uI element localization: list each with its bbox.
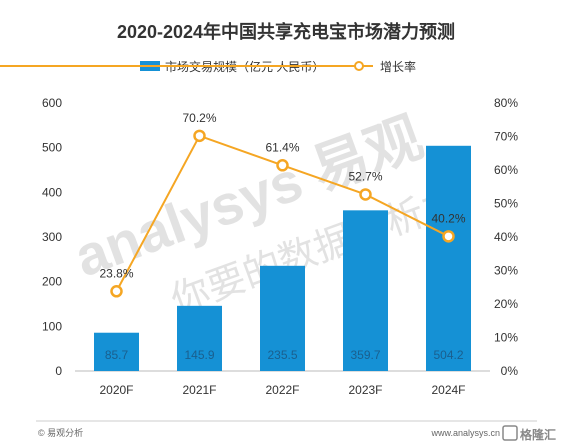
growth-line: 23.8% 70.2% 61.4% 52.7% 40.2% (99, 111, 466, 298)
bar-value-label: 85.7 (105, 348, 129, 362)
glh-logo-icon (502, 425, 518, 441)
legend-line-marker (354, 61, 364, 71)
bar-value-label: 359.7 (350, 348, 380, 362)
y-right-tick-label: 10% (494, 331, 518, 345)
x-tick-label: 2023F (348, 383, 382, 397)
x-tick-label: 2020F (99, 383, 133, 397)
y-left-tick-label: 0 (55, 364, 62, 378)
x-tick-label: 2022F (265, 383, 299, 397)
y-right-tick-label: 60% (494, 163, 518, 177)
glh-logo-text: 格隆汇 (520, 427, 556, 442)
footer-copyright: © 易观分析 (38, 427, 83, 438)
y-left-tick-label: 100 (42, 319, 62, 333)
y-left-tick-label: 300 (42, 230, 62, 244)
y-right-tick-label: 40% (494, 230, 518, 244)
growth-point (359, 188, 372, 201)
legend: 市场交易规模（亿元 人民币） 增长率 (0, 59, 416, 74)
growth-value-label: 23.8% (99, 266, 133, 280)
y-right-tick-label: 80% (494, 96, 518, 110)
y-right-tick-label: 20% (494, 297, 518, 311)
legend-line-label: 增长率 (380, 59, 416, 74)
chart-title: 2020-2024年中国共享充电宝市场潜力预测 (117, 21, 455, 42)
x-tick-label: 2021F (182, 383, 216, 397)
y-right-tick-label: 70% (494, 130, 518, 144)
bar-value-label: 504.2 (433, 348, 463, 362)
y-right-tick-label: 30% (494, 264, 518, 278)
axes: 0 100 200 300 400 500 600 0% 10% 20% 30% 40% 50% 60% 7… (42, 96, 518, 397)
growth-value-label: 40.2% (431, 211, 465, 225)
bar (343, 210, 388, 371)
bar (426, 145, 471, 371)
bar-value-label: 145.9 (184, 348, 214, 362)
footer-url: www.analysys.cn (430, 428, 500, 438)
bars: 85.7 145.9 235.5 359.7 504.2 (94, 145, 471, 371)
y-right-tick-label: 0% (501, 364, 519, 378)
y-left-tick-label: 200 (42, 275, 62, 289)
y-right-tick-label: 50% (494, 197, 518, 211)
growth-value-label: 52.7% (348, 169, 382, 183)
bar (260, 265, 305, 371)
growth-point (193, 129, 206, 143)
y-left-tick-label: 400 (42, 185, 62, 199)
bar (177, 305, 222, 371)
growth-value-label: 70.2% (182, 111, 216, 125)
growth-point (442, 230, 455, 243)
x-tick-label: 2024F (431, 383, 465, 397)
y-left-tick-label: 500 (42, 141, 62, 155)
growth-point (110, 285, 123, 298)
bar (94, 332, 139, 371)
bar-value-label: 235.5 (267, 348, 297, 362)
glh-logo: 格隆汇 (502, 425, 556, 442)
growth-value-label: 61.4% (265, 140, 299, 154)
y-left-tick-label: 600 (42, 96, 62, 110)
growth-point (276, 159, 289, 172)
